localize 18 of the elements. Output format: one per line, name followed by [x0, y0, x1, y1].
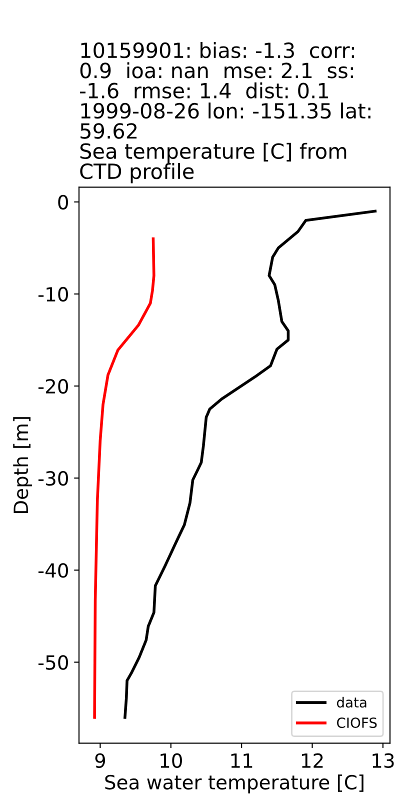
y-tick-label: -30 — [38, 471, 68, 486]
y-axis-title: Depth [m] — [13, 417, 32, 514]
y-tick-label: -50 — [38, 655, 68, 670]
chart-title: 10159901: bias: -1.3 corr: 0.9 ioa: nan mse: 2.1 ss: -1.6 rmse: 1.4 dist: 0.1 1999-08-26 lon: -151.35 lat: 59.62 Sea temperature [C] from CTD profile — [80, 42, 370, 184]
y-tick-label: -20 — [38, 378, 68, 394]
y-tick-label: 0 — [58, 194, 68, 210]
line-series — [93, 237, 156, 719]
y-tick-label: -40 — [38, 563, 68, 578]
x-tick-label: 11 — [231, 754, 252, 768]
x-axis-title: Sea water temperature [C] — [105, 774, 364, 794]
legend-label: data — [336, 696, 366, 708]
line-series — [124, 210, 377, 719]
x-tick-label: 12 — [302, 753, 323, 768]
x-tick-label: 9 — [95, 753, 106, 768]
legend-label: CIOFS — [336, 718, 377, 728]
y-tick-label: -10 — [38, 286, 68, 302]
x-tick-label: 10 — [160, 753, 182, 768]
x-tick-label: 13 — [372, 753, 394, 768]
